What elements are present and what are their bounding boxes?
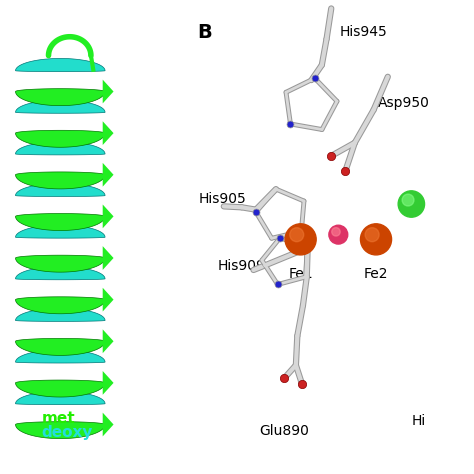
Text: Fe2: Fe2 (364, 267, 388, 281)
Circle shape (329, 225, 348, 244)
Text: Fe1: Fe1 (288, 267, 313, 281)
Text: deoxy: deoxy (41, 425, 93, 440)
Circle shape (285, 224, 316, 255)
Text: B: B (197, 23, 212, 42)
Polygon shape (16, 58, 105, 72)
Polygon shape (103, 163, 114, 187)
Polygon shape (103, 288, 114, 311)
Text: Hi: Hi (411, 414, 426, 428)
Text: His905: His905 (198, 192, 246, 206)
Polygon shape (16, 266, 105, 280)
Polygon shape (103, 329, 114, 353)
Polygon shape (16, 308, 105, 321)
Text: Asp950: Asp950 (378, 96, 430, 109)
Text: His909: His909 (217, 259, 265, 273)
Polygon shape (16, 297, 105, 314)
Polygon shape (16, 183, 105, 197)
Polygon shape (16, 255, 105, 272)
Polygon shape (16, 214, 105, 230)
Circle shape (360, 224, 392, 255)
Polygon shape (16, 172, 105, 189)
Polygon shape (16, 130, 105, 147)
Polygon shape (103, 246, 114, 270)
Circle shape (332, 228, 340, 236)
Text: met: met (41, 411, 75, 426)
Polygon shape (16, 142, 105, 155)
Polygon shape (103, 371, 114, 395)
Polygon shape (16, 392, 105, 405)
Polygon shape (16, 100, 105, 113)
Polygon shape (16, 225, 105, 238)
Polygon shape (16, 350, 105, 363)
Polygon shape (103, 80, 114, 103)
Polygon shape (103, 121, 114, 145)
Polygon shape (16, 422, 105, 438)
Polygon shape (16, 380, 105, 397)
Polygon shape (103, 413, 114, 437)
Text: Glu890: Glu890 (259, 424, 309, 438)
Polygon shape (16, 338, 105, 356)
Polygon shape (103, 204, 114, 228)
Text: His945: His945 (340, 25, 387, 39)
Polygon shape (16, 89, 105, 106)
Circle shape (402, 194, 414, 206)
Circle shape (365, 228, 379, 242)
Circle shape (290, 228, 304, 242)
Circle shape (398, 191, 425, 217)
